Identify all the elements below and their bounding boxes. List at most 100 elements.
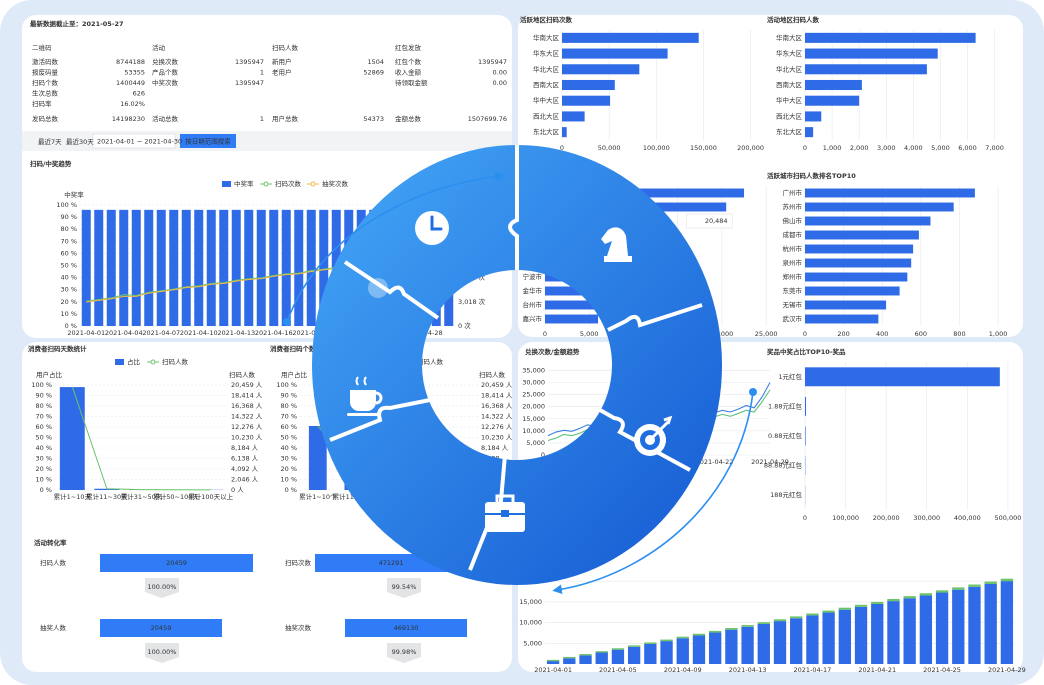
arrow	[286, 171, 505, 323]
bar	[219, 209, 229, 326]
filter-button: 最近7天	[38, 137, 62, 146]
stat-value: 1400449	[116, 79, 145, 87]
row-label: 抽奖次数	[285, 623, 312, 632]
bar	[805, 272, 908, 282]
category-label: 华南大区	[533, 33, 560, 42]
legend-dot	[150, 359, 156, 365]
total-label: 活动总数	[152, 114, 179, 123]
bar-segment	[1000, 578, 1014, 582]
row-value: 471291	[379, 559, 404, 567]
total-label: 用户总数	[272, 114, 299, 123]
bar-segment	[676, 638, 689, 664]
funnel-step	[145, 578, 179, 598]
bar	[131, 209, 141, 326]
y-tick-label: 80 %	[35, 402, 52, 410]
search-button[interactable]	[180, 134, 236, 148]
bar-segment	[919, 593, 933, 596]
y2-tick-label: 3,018 次	[458, 297, 486, 306]
y-tick-label: 40 %	[60, 274, 77, 282]
column-heading: 红包发放	[395, 43, 422, 52]
stat-value: 0.00	[493, 79, 507, 87]
chart-title: 活动地区扫码人数	[767, 15, 820, 24]
y2-tick-label: 14,322 人	[231, 412, 263, 420]
puzzle-seams	[329, 145, 703, 571]
y2-tick-label: 16,368 人	[481, 402, 513, 410]
y-tick-label: 70 %	[280, 413, 297, 421]
x-tick-label: 2021-04-13	[217, 329, 255, 337]
y2-tick-label: 4,092 人	[231, 465, 259, 473]
bar	[805, 64, 927, 75]
bar-segment	[871, 601, 884, 604]
y2-tick-label: 0 次	[458, 321, 471, 330]
bar-segment	[952, 589, 965, 664]
bar-segment	[692, 633, 706, 636]
knight-icon	[601, 227, 632, 262]
bar-segment	[968, 586, 981, 664]
axis-label: 扫码人数	[479, 370, 506, 379]
arrow	[552, 391, 754, 594]
bar	[562, 64, 640, 75]
stat-value: 53355	[124, 69, 145, 77]
legend-label: 中奖率	[234, 179, 254, 188]
bar-segment	[854, 604, 868, 607]
x-tick-label: 1,000	[823, 144, 842, 152]
y2-tick-label: 10,230 人	[231, 433, 263, 441]
x-tick-label: 800	[953, 330, 965, 338]
bar-segment	[838, 609, 851, 664]
y-tick-label: 40 %	[280, 444, 297, 452]
bar-segment	[741, 626, 754, 664]
header-title: 最新数据截止至：2021-05-27	[30, 19, 124, 28]
x-tick-label: 20,000	[711, 330, 734, 338]
category-label: 华北大区	[776, 64, 803, 73]
category-label: 东北大区	[776, 127, 803, 136]
date-input[interactable]	[92, 133, 176, 149]
y2-tick-label: 16,368 人	[231, 402, 263, 410]
x-tick-label: 2021-04-04	[105, 329, 143, 337]
bar-segment	[627, 645, 641, 647]
bar-segment	[822, 612, 835, 664]
legend-swatch	[115, 359, 124, 365]
category-label: 华北大区	[533, 64, 560, 73]
bar-segment	[838, 607, 851, 610]
bar	[562, 111, 585, 122]
legend-label: 扫码人数	[417, 357, 444, 366]
y-tick-label: 50 %	[280, 434, 297, 442]
stat-value: 1395947	[478, 58, 507, 66]
bar-segment	[611, 648, 625, 650]
legend-swatch	[222, 181, 231, 187]
y-tick-label: 30 %	[60, 286, 77, 294]
x-tick-label: 100,000	[643, 144, 670, 152]
x-tick-label: 400	[876, 330, 888, 338]
y-tick-label: 15,000	[519, 598, 542, 606]
stat-label: 扫码个数	[32, 78, 59, 87]
y-tick-label: 20 %	[280, 465, 297, 473]
bar-segment	[546, 661, 560, 664]
legend-label: 抽奖次数	[322, 179, 349, 188]
stat-value: 0.00	[493, 69, 507, 77]
y-tick-label: 10 %	[280, 476, 297, 484]
x-tick-label: 2021-04-29	[751, 458, 789, 466]
category-label: 西南大区	[776, 80, 803, 89]
bar-segment	[887, 599, 900, 602]
chart-title: 奖品中奖占比TOP10-奖品	[767, 347, 846, 356]
bar	[106, 209, 116, 326]
y-tick-label: 60 %	[60, 249, 77, 257]
chart-title: 消费者扫码天数统计	[28, 344, 87, 353]
x-tick-label: 0	[560, 144, 564, 152]
chart-title: 活跃城市扫码人数排名TOP10	[767, 171, 856, 180]
row-rate: 100.00%	[148, 583, 177, 591]
y-tick-label: 5,000	[523, 639, 542, 647]
stat-value: 16.02%	[120, 100, 145, 108]
y2-tick-label: 8,184 人	[231, 444, 259, 452]
x-tick-label: 累计1~10天	[54, 492, 92, 501]
category-label: 西北大区	[776, 111, 803, 120]
x-tick-label: 150,000	[690, 144, 717, 152]
x-tick-label: 4,000	[904, 144, 923, 152]
category-label: 佛山市	[783, 216, 803, 225]
y-tick-label: 20 %	[35, 465, 52, 473]
total-value: 1507699.76	[468, 115, 507, 123]
x-tick-label: 2021-04-25	[923, 666, 961, 674]
category-label: 东莞市	[783, 286, 803, 295]
bar	[545, 314, 599, 324]
y-tick-label: 70 %	[35, 413, 52, 421]
